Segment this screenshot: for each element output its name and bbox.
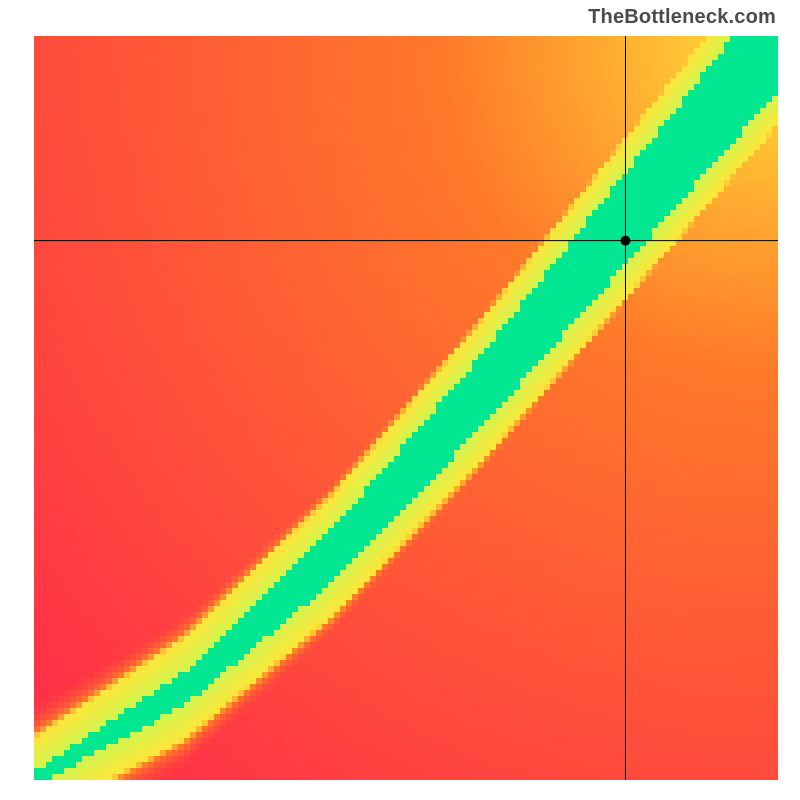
heatmap-canvas: [34, 36, 778, 780]
heatmap-plot: [34, 36, 778, 780]
attribution-text: TheBottleneck.com: [588, 6, 776, 29]
